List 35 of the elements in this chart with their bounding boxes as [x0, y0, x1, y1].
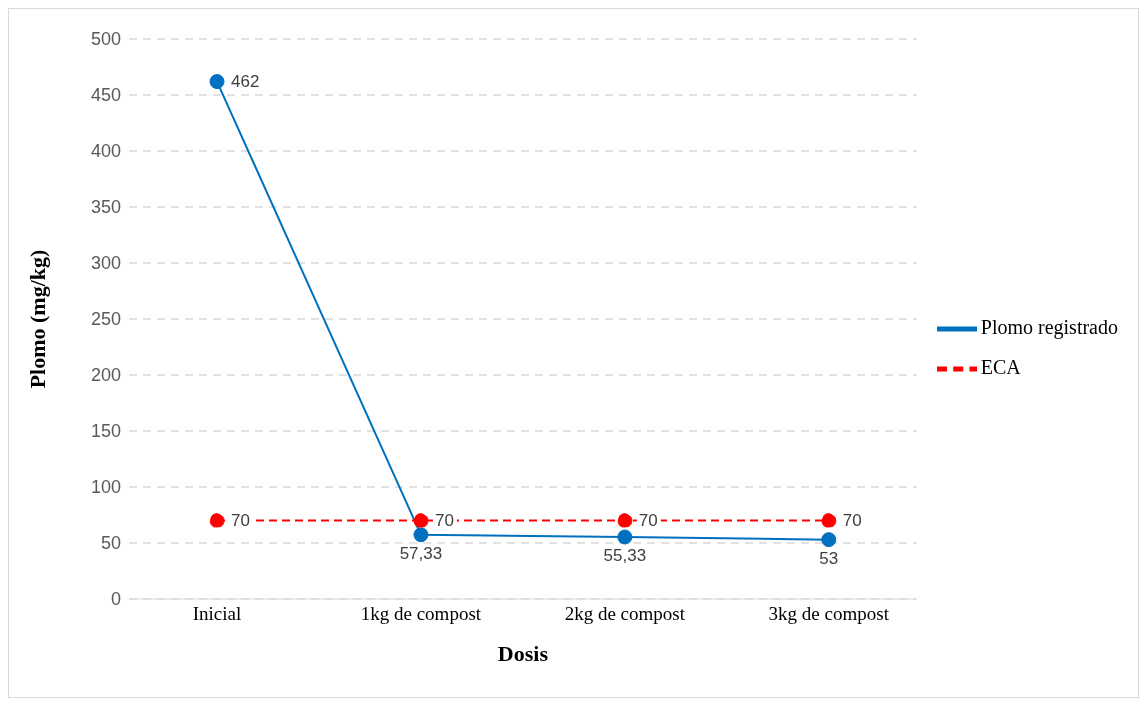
point [821, 532, 837, 548]
point [209, 74, 225, 90]
x-tick-label: 2kg de compost [564, 603, 686, 625]
data-label: 57,33 [399, 543, 443, 563]
data-label: 55,33 [603, 546, 647, 566]
x-axis-title: Dosis [497, 641, 549, 666]
point [413, 513, 429, 529]
y-tick-label: 300 [90, 253, 121, 274]
x-tick-label: 3kg de compost [768, 603, 890, 625]
data-label: 462 [231, 71, 260, 91]
legend-label: ECA [980, 355, 1021, 378]
y-tick-label: 350 [90, 197, 121, 218]
y-tick-label: 0 [110, 589, 121, 610]
y-axis-title: Plomo (mg/kg) [24, 249, 50, 389]
y-tick-label: 250 [90, 309, 121, 330]
data-label: 70 [434, 510, 454, 530]
y-tick-label: 100 [90, 477, 121, 498]
data-label: 70 [842, 510, 862, 530]
point [209, 513, 225, 529]
point [617, 513, 633, 529]
point [617, 529, 633, 545]
data-label: 70 [638, 510, 658, 530]
y-tick-label: 200 [90, 365, 121, 386]
legend-label: Plomo registrado [980, 315, 1118, 338]
data-label: 70 [231, 510, 250, 530]
x-tick-label: Inicial [192, 603, 242, 625]
y-tick-label: 500 [90, 29, 121, 50]
point [413, 527, 429, 543]
y-tick-label: 50 [100, 533, 121, 554]
data-label: 53 [819, 548, 839, 568]
y-tick-label: 150 [90, 421, 121, 442]
y-tick-label: 450 [90, 85, 121, 106]
y-tick-label: 400 [90, 141, 121, 162]
point [821, 513, 837, 529]
x-tick-label: 1kg de compost [360, 603, 482, 625]
